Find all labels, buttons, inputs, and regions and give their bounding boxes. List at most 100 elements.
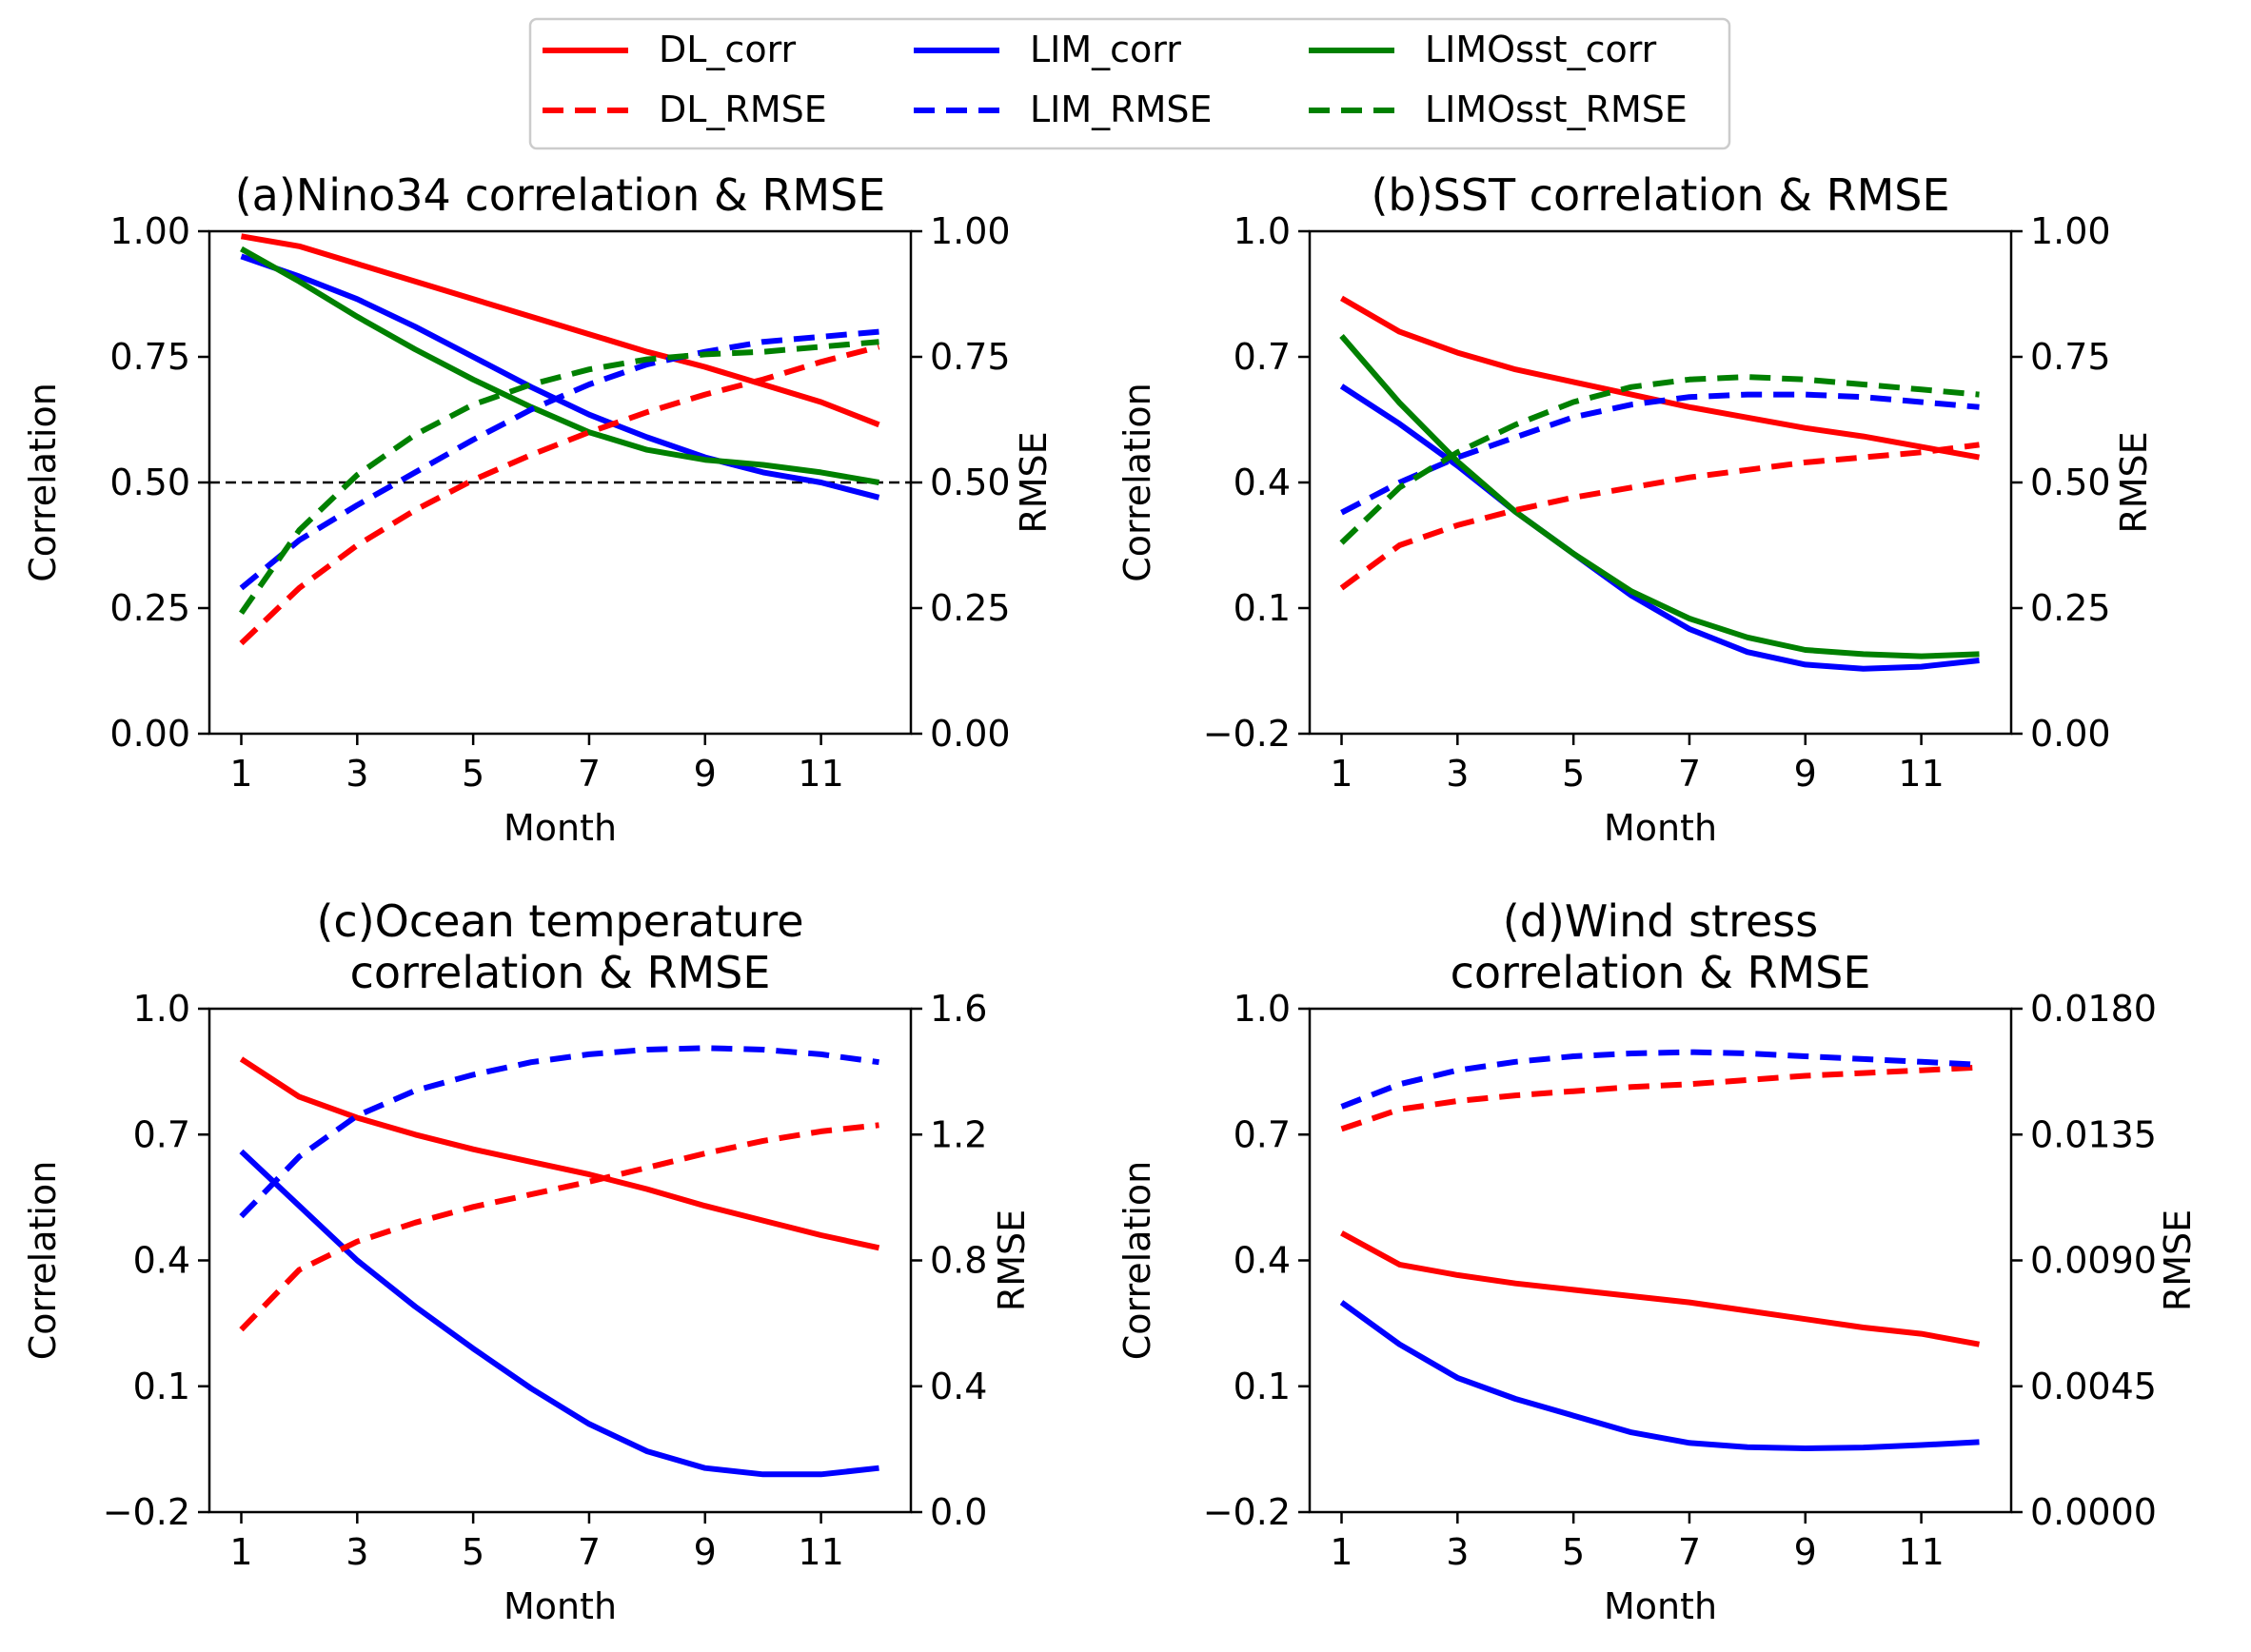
y2-tick-label: 0.4 [930, 1366, 987, 1407]
y2-tick-label: 0.0180 [2030, 988, 2157, 1030]
x-tick-label: 5 [1562, 753, 1585, 795]
x-tick-label: 11 [1898, 753, 1944, 795]
y-tick-label: 0.25 [109, 587, 190, 629]
x-tick-label: 11 [798, 1531, 843, 1573]
series-line-dl-corr [239, 1056, 880, 1251]
x-tick-label: 3 [346, 753, 368, 795]
legend-label-lim-rmse: LIM_RMSE [1030, 88, 1212, 130]
y-tick-label: 0.7 [1234, 336, 1291, 378]
x-tick-label: 9 [1794, 753, 1817, 795]
x-axis-label: Month [1604, 1585, 1717, 1627]
y-tick-label: 0.1 [1234, 587, 1291, 629]
chart-title: (a)Nino34 correlation & RMSE [235, 169, 886, 221]
series-line-limosst-corr [1339, 334, 1980, 659]
x-axis-label: Month [504, 807, 617, 849]
x-tick-label: 5 [462, 1531, 484, 1573]
chart-panel-a: 1 3 5 7 9 11 0.00 0.25 0.50 0.75 1.00 0.00 0.25 0.50 0… [22, 169, 1055, 849]
legend-label-dl-rmse: DL_RMSE [659, 88, 827, 130]
series-line-dl-rmse [1340, 1064, 1980, 1132]
x-tick-label: 11 [1898, 1531, 1944, 1573]
y2-tick-label: 1.00 [930, 210, 1011, 252]
y2-axis-label: RMSE [2113, 431, 2155, 533]
x-axis-label: Month [504, 1585, 617, 1627]
legend-label-limosst-corr: LIMOsst_corr [1425, 29, 1657, 70]
series-line-lim-rmse [239, 1045, 879, 1219]
x-tick-label: 7 [578, 1531, 601, 1573]
y-tick-label: −0.2 [103, 1491, 190, 1533]
x-tick-label: 3 [1446, 1531, 1469, 1573]
series-line-lim-corr [1339, 1300, 1980, 1451]
y2-tick-label: 1.2 [930, 1113, 987, 1155]
series-line-dl-rmse [1339, 442, 1980, 591]
series-line-dl-corr [1340, 1230, 1981, 1347]
x-tick-label: 5 [462, 753, 484, 795]
x-tick-label: 11 [798, 753, 843, 795]
y2-tick-label: 1.00 [2030, 210, 2111, 252]
chart-panel-d: 1 3 5 7 9 11 −0.2 0.1 0.4 0.7 1.0 0.0000 0.0045 0.009… [1116, 895, 2199, 1627]
x-tick-label: 3 [1446, 753, 1469, 795]
y2-tick-label: 0.50 [2030, 462, 2111, 503]
y-tick-label: 0.4 [133, 1240, 190, 1282]
y-tick-label: 0.75 [109, 336, 190, 378]
x-tick-label: 9 [694, 1531, 717, 1573]
series-line-limosst-rmse [1339, 374, 1980, 545]
chart-title: correlation & RMSE [350, 947, 771, 998]
x-tick-label: 1 [1330, 753, 1353, 795]
x-tick-label: 5 [1562, 1531, 1585, 1573]
y2-tick-label: 0.75 [930, 336, 1011, 378]
y2-tick-label: 0.25 [930, 587, 1011, 629]
y-tick-label: 0.1 [133, 1366, 190, 1407]
y-axis-label: Correlation [22, 383, 64, 582]
series-line-lim-corr [1339, 384, 1980, 672]
y2-tick-label: 0.50 [930, 462, 1011, 503]
series-line-limosst-corr [240, 246, 880, 485]
legend-frame [528, 17, 1731, 150]
y-tick-label: 0.4 [1234, 462, 1291, 503]
legend-label-dl-corr: DL_corr [659, 29, 797, 70]
series-line-lim-corr [239, 1149, 879, 1478]
y-tick-label: −0.2 [1203, 1491, 1291, 1533]
x-tick-label: 1 [1330, 1531, 1353, 1573]
legend-label-lim-corr: LIM_corr [1030, 29, 1181, 70]
series-line-lim-rmse [239, 328, 879, 591]
chart-title: (b)SST correlation & RMSE [1371, 169, 1949, 221]
y2-axis-label: RMSE [2157, 1210, 2199, 1311]
y2-tick-label: 0.0 [930, 1491, 987, 1533]
y-tick-label: 0.00 [109, 713, 190, 755]
y2-tick-label: 0.00 [2030, 713, 2111, 755]
series-line-dl-corr [1339, 295, 1981, 461]
y2-axis-label: RMSE [1013, 431, 1055, 533]
x-tick-label: 7 [1678, 753, 1701, 795]
series-line-lim-rmse [1340, 1049, 1980, 1110]
legend-label-limosst-rmse: LIMOsst_RMSE [1425, 88, 1688, 130]
x-tick-label: 7 [578, 753, 601, 795]
y2-tick-label: 0.75 [2030, 336, 2111, 378]
y2-tick-label: 0.0090 [2030, 1240, 2157, 1282]
y-tick-label: 0.4 [1234, 1240, 1291, 1282]
y-axis-label: Correlation [1116, 1161, 1158, 1361]
series-line-dl-rmse [239, 1122, 879, 1332]
x-tick-label: 1 [229, 1531, 252, 1573]
y-axis-label: Correlation [1116, 383, 1158, 582]
y2-tick-label: 0.00 [930, 713, 1011, 755]
series-line-lim-rmse [1340, 391, 1980, 516]
chart-title: (c)Ocean temperature [316, 895, 803, 947]
y2-tick-label: 0.25 [2030, 587, 2111, 629]
chart-panel-b: 1 3 5 7 9 11 −0.2 0.1 0.4 0.7 1.0 0.00 0.25 0.50 0.75 1… [1116, 169, 2155, 849]
y-tick-label: 0.50 [109, 462, 190, 503]
x-tick-label: 1 [229, 753, 252, 795]
y-tick-label: −0.2 [1203, 713, 1291, 755]
y2-tick-label: 0.0135 [2030, 1113, 2157, 1155]
x-tick-label: 9 [694, 753, 717, 795]
series-line-dl-corr [240, 233, 880, 428]
y-tick-label: 1.0 [1234, 988, 1291, 1030]
chart-panel-c: 1 3 5 7 9 11 −0.2 0.1 0.4 0.7 1.0 0.0 0.4 0.8 1.2 1.6 Mo… [22, 895, 1033, 1627]
chart-title: (d)Wind stress [1503, 895, 1818, 947]
y-tick-label: 0.7 [1234, 1113, 1291, 1155]
y2-tick-label: 0.0000 [2030, 1491, 2157, 1533]
series-line-lim-corr [240, 253, 880, 501]
y-tick-label: 1.0 [133, 988, 190, 1030]
x-tick-label: 7 [1678, 1531, 1701, 1573]
y2-tick-label: 0.8 [930, 1240, 987, 1282]
